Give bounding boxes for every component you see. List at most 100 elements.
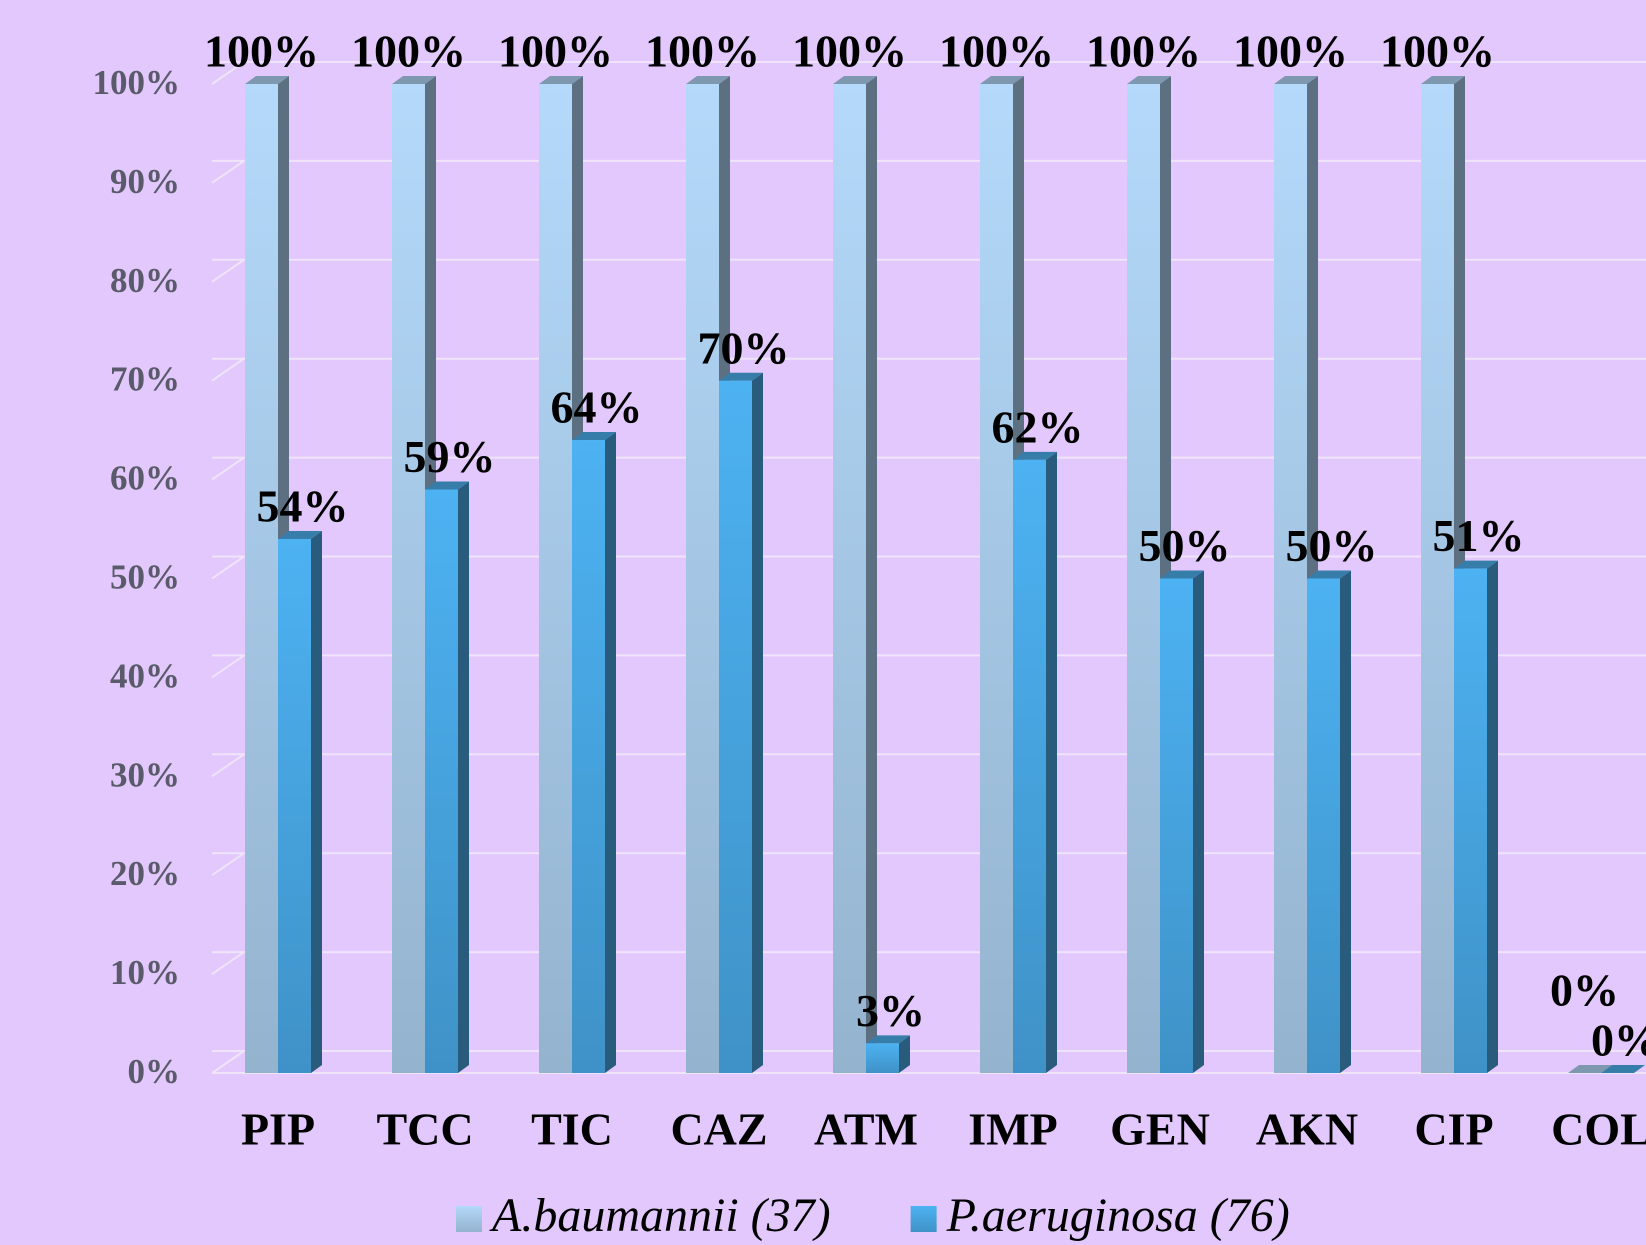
y-tick-label: 50%	[110, 558, 180, 597]
value-label: 54%	[257, 481, 349, 532]
bar	[980, 84, 1013, 1073]
bar	[245, 84, 278, 1073]
value-label: 3%	[856, 985, 925, 1036]
bar-top	[686, 76, 730, 84]
bar-side	[605, 432, 616, 1073]
bar	[1454, 568, 1487, 1073]
x-tick-label: PIP	[241, 1104, 315, 1155]
bar-top	[1307, 570, 1351, 579]
bar-top	[425, 481, 469, 490]
y-tick-label: 10%	[110, 953, 180, 992]
bar	[833, 84, 866, 1073]
bar	[278, 538, 311, 1073]
value-label: 100%	[792, 26, 907, 77]
bar-top	[1454, 560, 1498, 569]
bar-side	[1193, 570, 1204, 1073]
grid-line-depth	[211, 951, 245, 975]
grid-line-depth	[211, 555, 245, 580]
x-tick-label: CIP	[1414, 1104, 1493, 1155]
y-tick-label: 20%	[110, 854, 180, 893]
x-tick-label: TIC	[531, 1104, 613, 1155]
y-tick-label: 0%	[128, 1052, 181, 1091]
value-label: 100%	[1233, 26, 1348, 77]
bar-side	[458, 481, 469, 1073]
bar	[1160, 578, 1193, 1073]
value-label: 100%	[204, 26, 319, 77]
bar-top	[539, 76, 583, 84]
value-label: 59%	[404, 431, 496, 482]
bar	[1013, 459, 1046, 1073]
value-label: 100%	[1086, 26, 1201, 77]
bar-top	[1013, 451, 1057, 460]
grid-line-depth	[211, 654, 245, 679]
value-label: 50%	[1139, 520, 1231, 571]
x-tick-label: COL	[1551, 1104, 1646, 1155]
grid-line-depth	[211, 357, 245, 382]
bar	[425, 489, 458, 1073]
value-label: 0%	[1550, 965, 1619, 1016]
y-tick-label: 80%	[110, 261, 180, 300]
value-label: 64%	[551, 382, 643, 433]
bar-top	[1601, 1065, 1645, 1073]
y-tick-label: 90%	[110, 162, 180, 201]
y-tick-label: 70%	[110, 360, 180, 399]
grid-line-depth	[211, 1050, 245, 1074]
x-tick-label: TCC	[376, 1104, 473, 1155]
value-label: 51%	[1433, 510, 1525, 561]
value-label: 100%	[939, 26, 1054, 77]
legend-label: A.baumannii (37)	[489, 1189, 831, 1242]
legend-label: P.aeruginosa (76)	[946, 1189, 1290, 1242]
bar	[686, 84, 719, 1073]
bar-top	[866, 1035, 910, 1044]
bar-top	[392, 76, 436, 84]
bar-side	[899, 1035, 910, 1073]
bar-top	[1160, 570, 1204, 579]
bar-top	[719, 372, 763, 381]
y-tick-label: 30%	[110, 755, 180, 794]
grid-line-depth	[211, 160, 245, 184]
bar-top	[1421, 76, 1465, 84]
bar	[866, 1043, 899, 1073]
bar	[539, 84, 572, 1073]
grid-line-depth	[211, 456, 245, 481]
bar-top	[1127, 76, 1171, 84]
bar-side	[752, 372, 763, 1073]
bar-side	[866, 76, 877, 1073]
bar-top	[980, 76, 1024, 84]
value-label: 70%	[698, 322, 790, 373]
bar-top	[833, 76, 877, 84]
bar-top	[245, 76, 289, 84]
x-tick-label: ATM	[814, 1104, 918, 1155]
grid-line-depth	[211, 258, 245, 283]
bar-top	[1274, 76, 1318, 84]
legend-swatch	[910, 1206, 937, 1232]
bar	[572, 440, 605, 1073]
value-label: 50%	[1286, 520, 1378, 571]
x-tick-label: IMP	[968, 1104, 1057, 1155]
x-tick-label: GEN	[1110, 1104, 1210, 1155]
value-label: 62%	[992, 401, 1084, 452]
y-tick-label: 40%	[110, 656, 180, 695]
x-tick-label: AKN	[1256, 1104, 1358, 1155]
value-label: 0%	[1591, 1015, 1646, 1066]
bar	[1421, 84, 1454, 1073]
grid-line-depth	[211, 61, 245, 85]
bar	[719, 380, 752, 1073]
bar-side	[311, 530, 322, 1073]
value-label: 100%	[498, 26, 613, 77]
bar	[1127, 84, 1160, 1073]
value-label: 100%	[351, 26, 466, 77]
value-label: 100%	[645, 26, 760, 77]
bar	[392, 84, 425, 1073]
bar-side	[1046, 451, 1057, 1073]
bar	[1307, 578, 1340, 1073]
bar-side	[1487, 560, 1498, 1073]
y-tick-label: 60%	[110, 459, 180, 498]
grid-line-depth	[211, 852, 245, 877]
bar-top	[278, 530, 322, 539]
value-label: 100%	[1380, 26, 1495, 77]
bar	[1274, 84, 1307, 1073]
y-tick-label: 100%	[93, 63, 181, 102]
